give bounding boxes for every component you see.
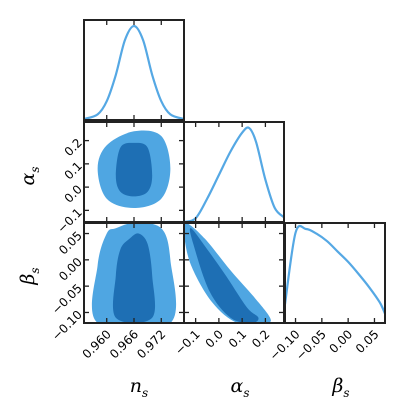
joint-panel-0-1 — [97, 130, 171, 209]
x-axis-label-alphas: αs — [230, 375, 249, 400]
joint-panel-1-2 — [184, 223, 271, 323]
x-tick-label: −0.1 — [172, 327, 203, 358]
contour-68-region — [115, 142, 153, 197]
x-tick-label: 0.2 — [249, 327, 272, 350]
y-axis-label-betas-subscript: s — [28, 267, 42, 273]
y-axis-label-betas-symbol: β — [17, 274, 39, 286]
y-tick-label: −0.05 — [49, 281, 85, 317]
x-tick-label: 0.1 — [226, 327, 249, 350]
x-axis-label-betas-subscript: s — [343, 386, 349, 400]
contour-68-region — [189, 228, 259, 323]
y-axis-label-alphas: αs — [17, 166, 42, 185]
y-tick-label: −0.1 — [54, 205, 85, 236]
x-axis-label-ns-subscript: s — [142, 386, 148, 400]
x-tick-label: 0.966 — [107, 327, 141, 361]
y-tick-label: 0.2 — [62, 136, 85, 159]
y-tick-label: 0.0 — [62, 182, 85, 205]
y-axis-label-alphas-subscript: s — [28, 166, 42, 172]
x-tick-label: 0.960 — [80, 327, 114, 361]
marginal-curve — [285, 224, 385, 315]
x-tick-label: 0.05 — [353, 327, 382, 356]
marginal-curve — [184, 126, 284, 222]
y-tick-label: 0.1 — [62, 159, 85, 182]
x-tick-label: −0.05 — [293, 327, 329, 363]
y-axis-label-alphas-symbol: α — [17, 173, 39, 186]
x-axis-label-betas: βs — [331, 375, 349, 400]
marginal-curve — [84, 24, 184, 120]
panel-frame-2-2 — [284, 222, 386, 324]
x-tick-label: 0.00 — [326, 327, 355, 356]
joint-panel-0-2 — [91, 223, 177, 323]
x-axis-label-betas-symbol: β — [331, 375, 343, 397]
x-tick-label: 0.972 — [134, 327, 168, 361]
panel-frame-1-1 — [183, 121, 285, 223]
y-tick-label: 0.00 — [56, 255, 85, 284]
x-axis-label-ns-symbol: n — [130, 375, 142, 397]
contour-68-region — [112, 233, 156, 323]
marginal-panel-1 — [184, 126, 284, 222]
y-axis-label-betas: βs — [17, 267, 42, 285]
x-axis-label-alphas-symbol: α — [230, 375, 243, 397]
x-axis-label-alphas-subscript: s — [243, 386, 249, 400]
x-axis-label-ns: ns — [130, 375, 148, 400]
panel-frame-0-0 — [83, 19, 185, 121]
marginal-panel-2 — [285, 224, 385, 315]
marginal-panel-0 — [84, 24, 184, 120]
x-tick-label: 0.0 — [203, 327, 226, 350]
